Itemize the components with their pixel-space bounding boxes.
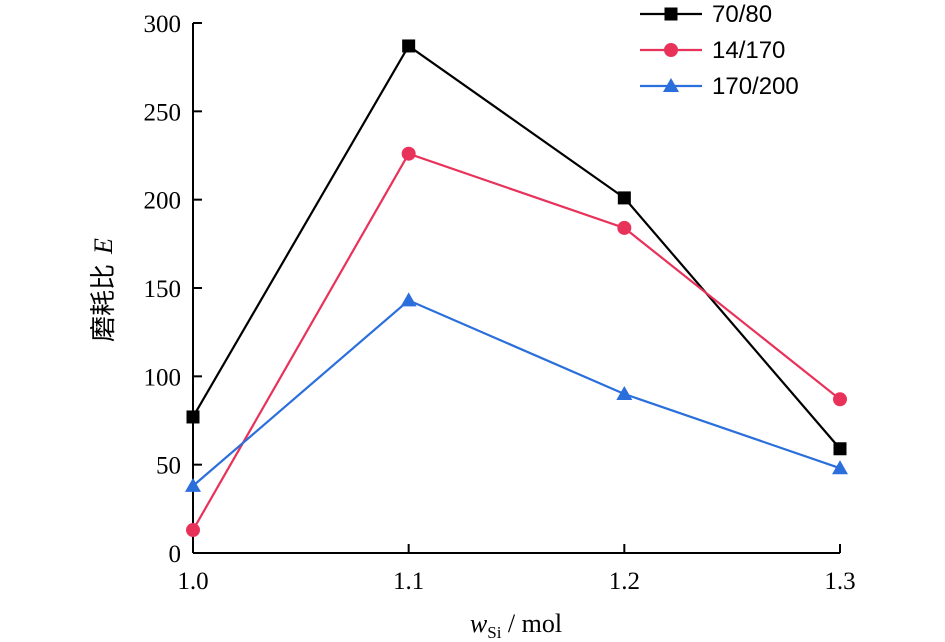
x-axis-label-var: w — [470, 609, 488, 638]
legend-item: 70/80 — [640, 1, 772, 28]
legend-label: 170/200 — [712, 73, 799, 100]
data-point — [186, 410, 200, 424]
series-line — [192, 44, 841, 450]
data-point — [616, 386, 633, 400]
y-tick-label: 100 — [144, 364, 182, 391]
series-1 — [186, 146, 847, 538]
x-tick-label: 1.3 — [824, 568, 855, 595]
legend-marker — [664, 7, 678, 21]
axes: 0 50 100 150 200 250 300 1.0 1.1 1.2 1.3 — [144, 11, 856, 595]
legend-marker — [664, 43, 678, 57]
legend-item: 170/200 — [640, 73, 799, 100]
series-2 — [185, 292, 848, 492]
y-tick-label: 0 — [169, 541, 182, 568]
y-tick-label: 150 — [144, 276, 182, 303]
legend-marker — [663, 78, 679, 92]
data-point — [617, 220, 632, 235]
data-point — [832, 460, 848, 475]
legend-item: 14/170 — [640, 37, 785, 64]
y-axis-label-main: 磨耗比 — [89, 264, 118, 342]
x-axis-label-unit: / mol — [501, 609, 562, 638]
x-axis-label: wSi / mol — [470, 609, 562, 642]
data-point — [833, 392, 847, 407]
legend: 70/80 14/170 170/200 — [640, 1, 799, 100]
x-tick-label: 1.0 — [177, 568, 208, 595]
y-tick-label: 200 — [144, 188, 182, 215]
series-line — [192, 152, 841, 531]
data-point — [617, 191, 631, 205]
series-0 — [186, 39, 847, 456]
y-axis-label-var: E — [89, 238, 118, 255]
x-tick-label: 1.2 — [609, 568, 640, 595]
data-point — [402, 39, 416, 53]
data-point — [401, 146, 416, 161]
y-tick-label: 50 — [156, 453, 181, 480]
legend-label: 70/80 — [712, 1, 772, 28]
data-point — [833, 442, 847, 456]
plot-area — [185, 39, 848, 538]
legend-label: 14/170 — [712, 37, 785, 64]
data-point — [400, 292, 417, 307]
y-tick-label: 250 — [144, 99, 182, 126]
data-point — [185, 477, 201, 492]
series-line — [192, 299, 841, 487]
y-tick-label: 300 — [144, 11, 182, 38]
x-tick-label: 1.1 — [393, 568, 424, 595]
y-axis-label: 磨耗比 E — [89, 238, 118, 342]
data-point — [186, 523, 200, 538]
x-axis-label-sub: Si — [487, 623, 501, 642]
